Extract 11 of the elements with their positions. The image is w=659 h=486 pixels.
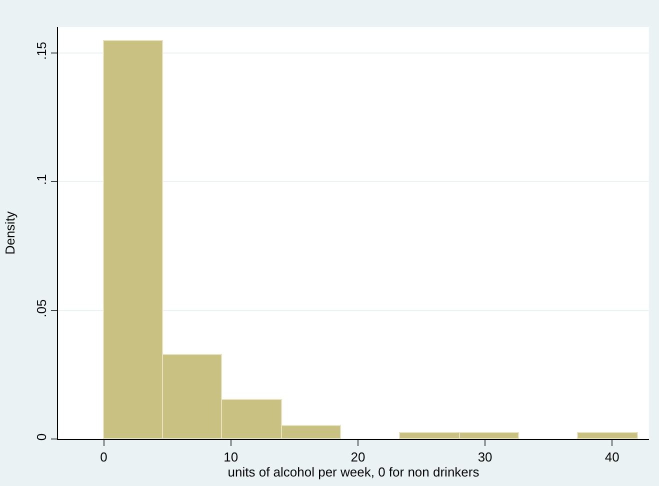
y-tick-label: .05 [34, 299, 49, 318]
x-tick-label: 40 [604, 450, 620, 465]
y-tick-label: 0 [34, 433, 49, 441]
x-tick-label: 0 [100, 450, 108, 465]
x-tick-label: 10 [224, 450, 238, 465]
y-tick-label: .15 [34, 42, 49, 60]
x-axis-title: units of alcohol per week, 0 for non drinkers [228, 464, 480, 480]
y-tick-label: .1 [34, 174, 49, 185]
x-tick-label: 20 [350, 450, 366, 465]
y-axis-title: Density [2, 210, 18, 255]
x-tick-label: 30 [478, 450, 492, 465]
